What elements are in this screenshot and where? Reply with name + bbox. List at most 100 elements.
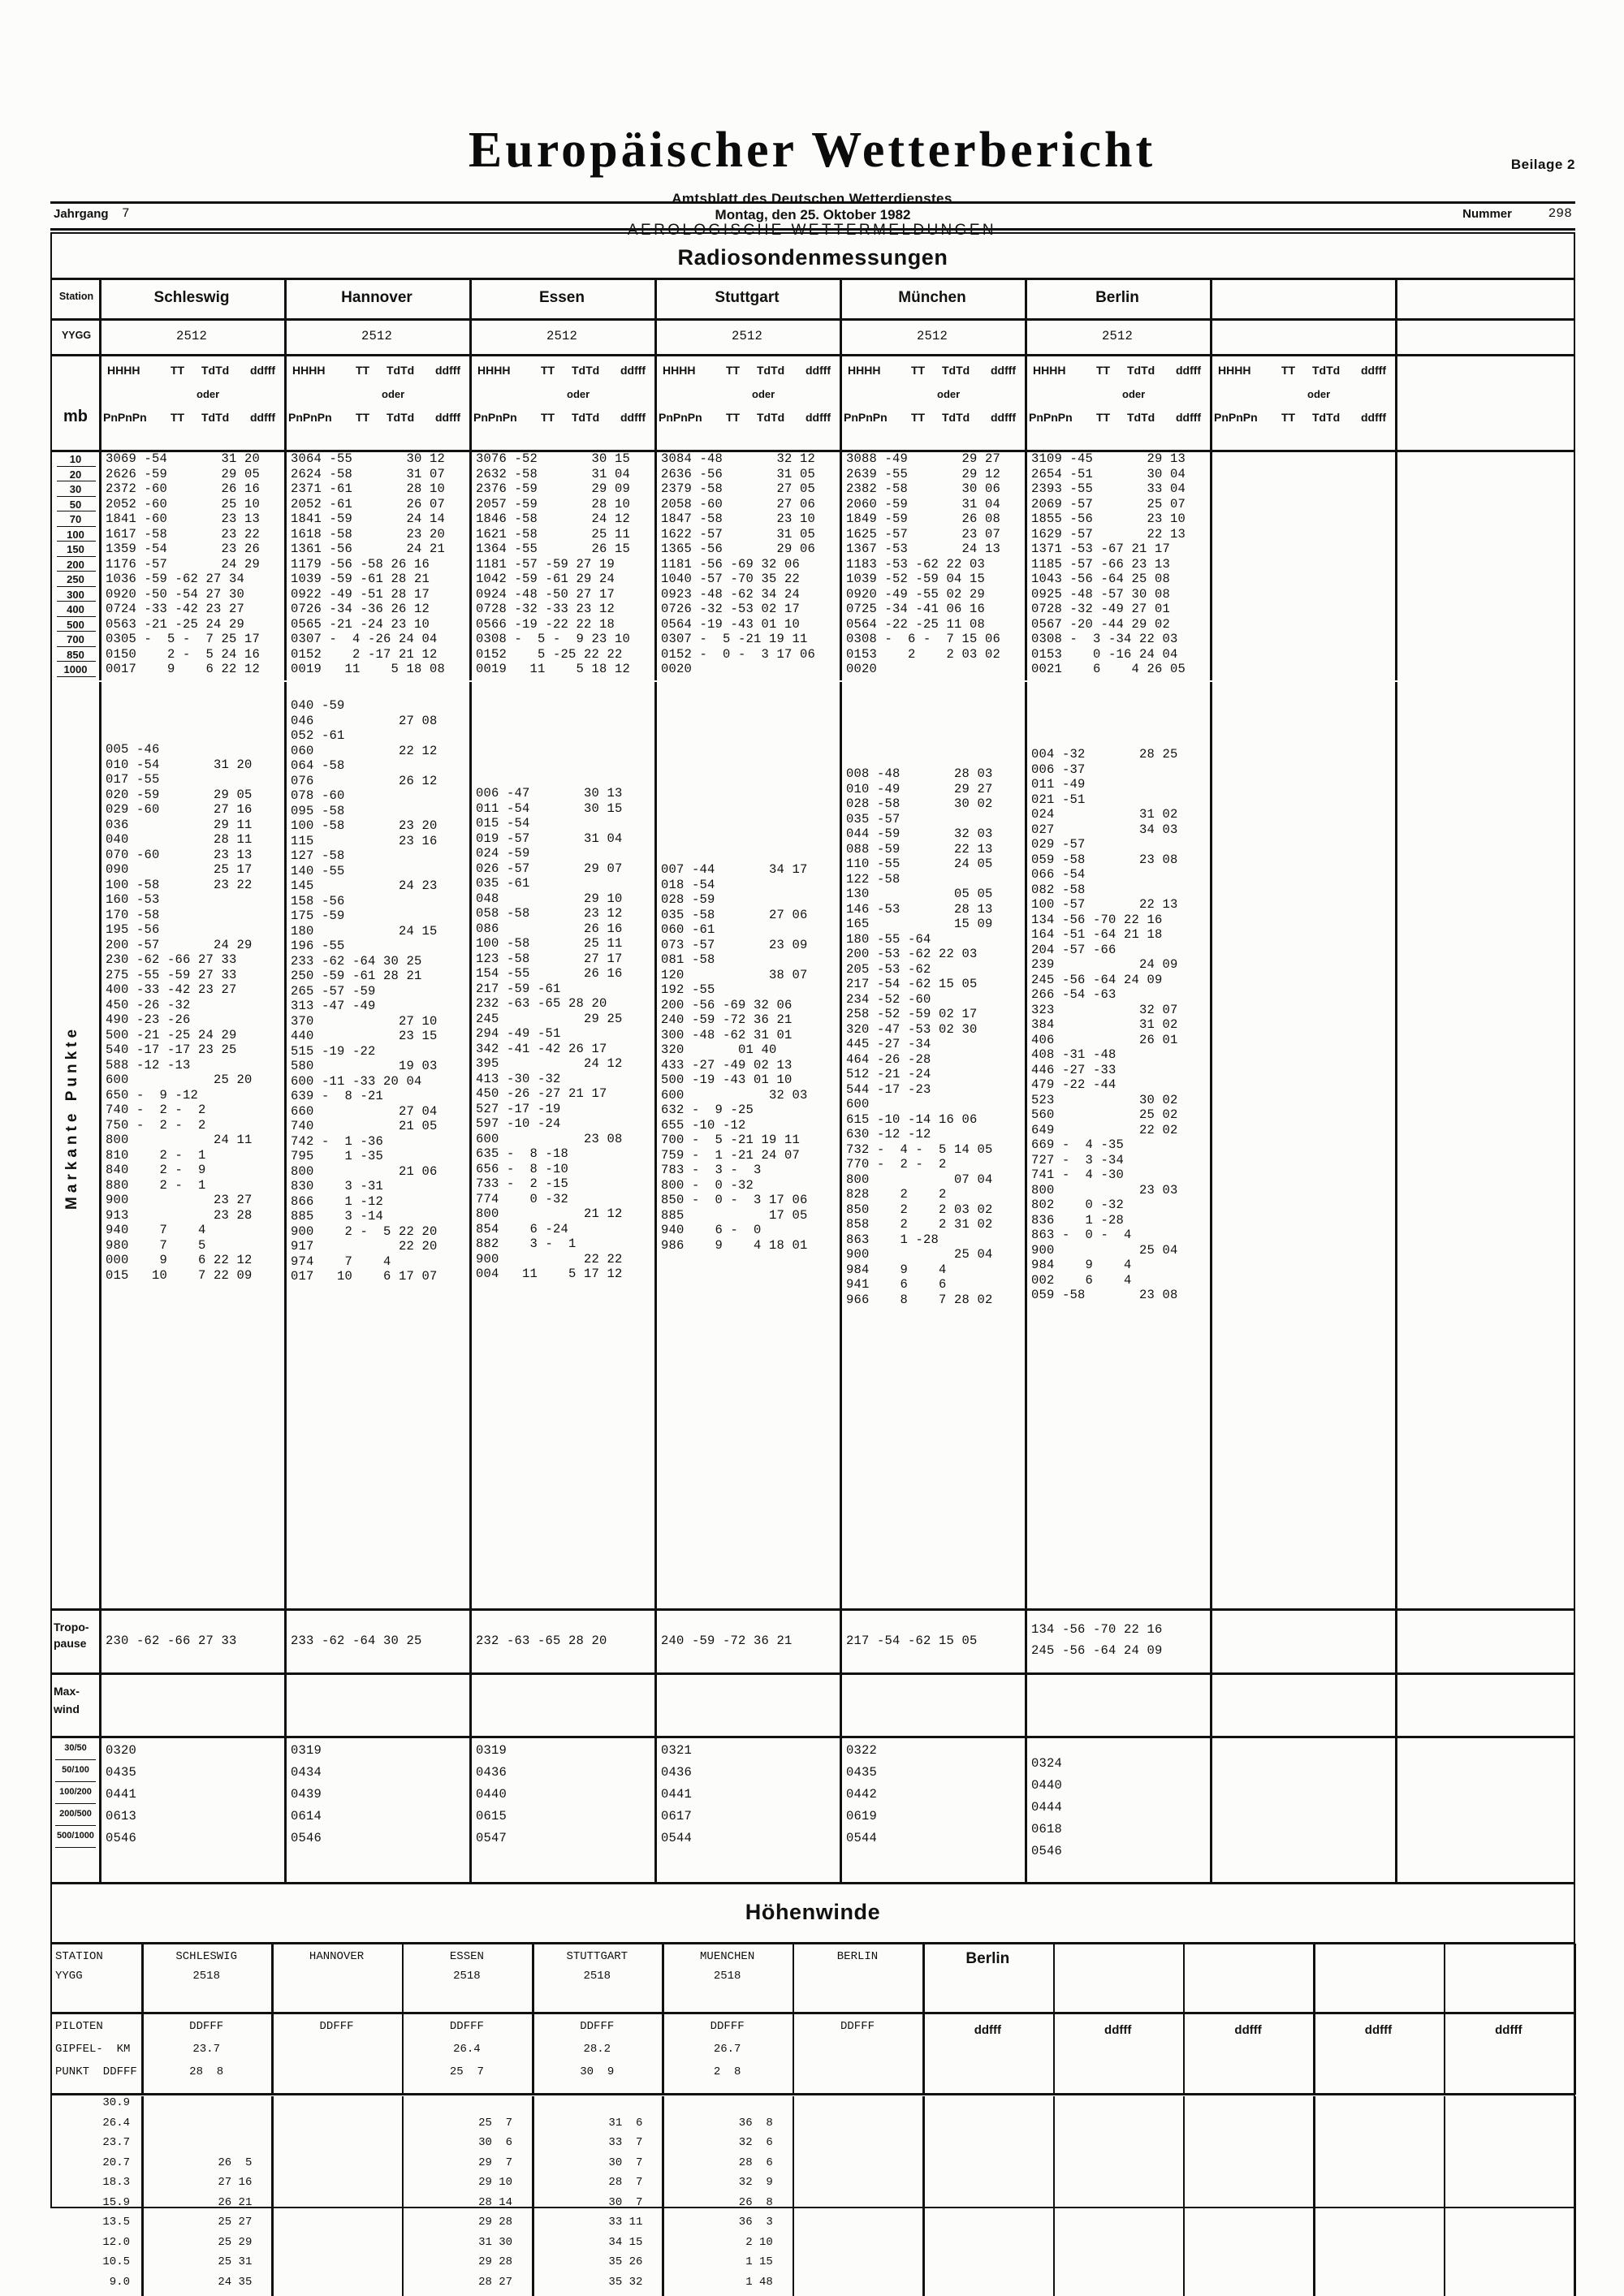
column-divider: [922, 2096, 925, 2296]
std-cell-5-6: 1371 -53 -67 21 17: [1031, 542, 1171, 556]
markante-cell-2-30: 882 3 - 1: [476, 1236, 577, 1251]
hw-wind-2-6: 29 28: [478, 2216, 513, 2229]
markante-cell-1-31: 800 21 06: [291, 1163, 438, 1179]
mb-label: mb: [63, 408, 88, 425]
mb-level-rule: [57, 571, 96, 572]
colhdr-bot-1-5: TT: [1096, 411, 1111, 424]
std-cell-3-3: 2058 -60 27 06: [661, 496, 816, 511]
colhdr-oder-4: oder: [937, 388, 961, 400]
column-divider: [1025, 1611, 1027, 1672]
column-divider: [1025, 451, 1027, 680]
std-cell-0-6: 1359 -54 23 26: [106, 542, 261, 556]
markante-cell-5-24: 560 25 02: [1031, 1107, 1178, 1122]
std-cell-2-9: 0924 -48 -50 27 17: [476, 586, 615, 602]
std-cell-4-4: 1849 -59 26 08: [846, 511, 1001, 526]
column-divider: [922, 1944, 925, 2095]
column-divider: [840, 279, 842, 318]
column-divider: [840, 320, 842, 354]
hw-wind-0-8: 25 31: [218, 2255, 253, 2268]
std-cell-3-14: 0020: [661, 662, 693, 676]
markante-cell-0-31: 913 23 28: [106, 1207, 253, 1223]
markante-cell-4-1: 010 -49 29 27: [846, 781, 993, 796]
colhdr-top-2-4: TdTd: [942, 364, 970, 377]
colhdr-bot-1-6: TT: [1281, 411, 1296, 424]
column-divider: [1395, 1675, 1397, 1736]
markante-cell-2-15: 245 29 25: [476, 1011, 623, 1026]
std-cell-1-5: 1618 -58 23 20: [291, 526, 446, 542]
markante-cell-0-13: 200 -57 24 29: [106, 937, 253, 952]
markante-cell-4-31: 863 1 -28: [846, 1232, 939, 1247]
mb-level-rule: [57, 555, 96, 557]
markante-cell-1-13: 158 -56: [291, 893, 345, 908]
hw-wind-3-6: 33 11: [608, 2216, 643, 2229]
markante-cell-2-23: 600 23 08: [476, 1131, 623, 1146]
std-cell-1-13: 0152 2 -17 21 12: [291, 646, 438, 662]
colhdr-bot-1-2: TT: [541, 411, 555, 424]
shear-cell-3-1: 0436: [661, 1765, 693, 1780]
colhdr-bot-2-5: TdTd: [1127, 411, 1155, 424]
colhdr-top-2-2: TdTd: [572, 364, 600, 377]
colhdr-top-0-2: HHHH: [477, 364, 511, 377]
column-divider: [284, 1675, 287, 1736]
colhdr-top-3-2: ddfff: [620, 364, 646, 377]
markante-cell-3-7: 120 38 07: [661, 967, 808, 982]
std-cell-1-9: 0922 -49 -51 28 17: [291, 586, 430, 602]
column-divider: [840, 451, 842, 680]
colhdr-oder-3: oder: [752, 388, 775, 400]
hw-wind-4-5: 26 8: [738, 2195, 773, 2209]
markante-cell-2-12: 154 -55 26 16: [476, 966, 623, 981]
std-cell-2-7: 1181 -57 -59 27 19: [476, 556, 615, 572]
mb-level-50: 50: [69, 498, 82, 511]
shear-cell-4-2: 0442: [846, 1787, 878, 1802]
mb-level-850: 850: [67, 648, 84, 661]
std-cell-1-7: 1179 -56 -58 26 16: [291, 556, 430, 572]
shear-cell-0-4: 0546: [106, 1831, 137, 1845]
markante-cell-1-1: 046 27 08: [291, 713, 438, 728]
mb-level-100: 100: [67, 528, 84, 541]
markante-cell-5-17: 323 32 07: [1031, 1002, 1178, 1017]
std-cell-5-4: 1855 -56 23 10: [1031, 511, 1186, 526]
hw-altitude-7: 12.0: [102, 2235, 130, 2249]
markante-cell-5-2: 011 -49: [1031, 777, 1086, 792]
markante-cell-1-11: 140 -55: [291, 863, 345, 878]
column-divider: [1574, 2096, 1576, 2296]
colhdr-top-3-3: ddfff: [806, 364, 831, 377]
std-cell-4-14: 0020: [846, 662, 878, 676]
markante-cell-0-35: 015 10 7 22 09: [106, 1267, 253, 1283]
mb-level-700: 700: [67, 633, 84, 645]
column-header-row: mb HHHH TT TdTd ddfff oder PnPnPn TT TdTd ddfff HH…: [52, 356, 1574, 450]
markante-cell-1-8: 100 -58 23 20: [291, 818, 438, 833]
hw-wind-2-5: 28 14: [478, 2195, 513, 2209]
colhdr-bot-3-1: ddfff: [435, 411, 461, 424]
shear-cell-1-4: 0546: [291, 1831, 322, 1845]
hw-station-label: STATION: [55, 1950, 103, 1963]
mb-level-1000: 1000: [63, 663, 88, 675]
mb-level-rule: [57, 631, 96, 632]
markante-cell-1-20: 313 -47 -49: [291, 999, 376, 1013]
colhdr-top-3-0: ddfff: [250, 364, 276, 377]
hw-station-0: SCHLESWIG: [175, 1950, 237, 1963]
colhdr-bot-1-3: TT: [726, 411, 741, 424]
markante-cell-5-31: 836 1 -28: [1031, 1212, 1125, 1228]
std-cell-5-8: 1043 -56 -64 25 08: [1031, 572, 1171, 586]
markante-cell-4-27: 800 07 04: [846, 1172, 993, 1187]
hw-gipfel-2: 26.4: [453, 2043, 481, 2056]
markante-cell-1-23: 515 -19 -22: [291, 1043, 376, 1059]
column-divider: [141, 2096, 144, 2296]
colhdr-oder-0: oder: [197, 388, 220, 400]
yygg-value-4: 2512: [916, 329, 948, 343]
column-divider: [141, 1944, 144, 2012]
shear-level-1: 50/100: [62, 1765, 89, 1775]
markante-cell-0-24: 740 - 2 - 2: [106, 1103, 206, 1117]
markante-cell-4-30: 858 2 2 31 02: [846, 1217, 993, 1232]
hw-wind-0-6: 25 27: [218, 2216, 253, 2229]
markante-cell-1-2: 052 -61: [291, 728, 345, 743]
colhdr-bot-0-2: PnPnPn: [473, 411, 517, 424]
markante-cell-2-29: 854 6 -24: [476, 1221, 569, 1236]
shear-level-3: 200/500: [59, 1809, 92, 1819]
hw-altitude-1: 26.4: [102, 2116, 130, 2130]
wind-shear-block: 30/50 50/100 100/200 200/500 500/1000 0320 043…: [52, 1738, 1574, 1882]
std-cell-4-1: 2639 -55 29 12: [846, 466, 1001, 481]
shear-cell-4-1: 0435: [846, 1765, 878, 1780]
std-cell-0-0: 3069 -54 31 20: [106, 451, 261, 466]
